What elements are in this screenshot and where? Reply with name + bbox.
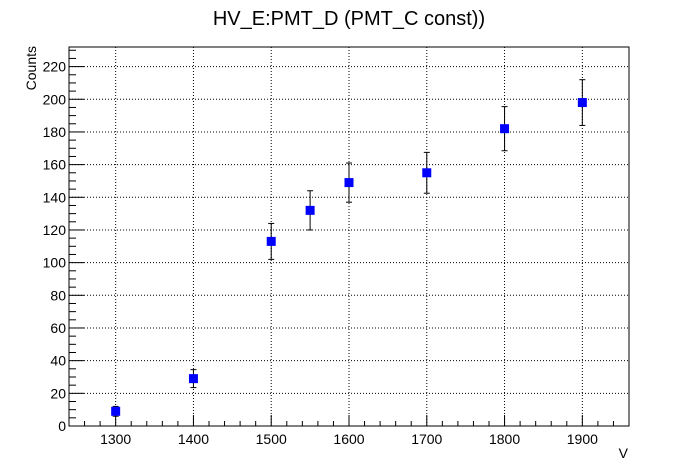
x-tick-label: 1600 [333, 431, 364, 447]
x-tick-label: 1300 [100, 431, 131, 447]
y-tick-label: 120 [43, 222, 67, 238]
y-tick-label: 0 [58, 418, 66, 434]
y-tick-label: 100 [43, 255, 67, 271]
data-point [266, 236, 276, 246]
x-tick-label: 1900 [567, 431, 598, 447]
data-point [422, 168, 432, 178]
data-point [188, 374, 198, 384]
y-tick-label: 40 [50, 353, 66, 369]
x-tick-label: 1800 [489, 431, 520, 447]
data-points [111, 79, 587, 417]
y-tick-label: 160 [43, 157, 67, 173]
x-tick-label: 1400 [178, 431, 209, 447]
data-point [344, 178, 354, 188]
x-axis: 1300 1400 1500 1600 1700 1800 1900 [84, 415, 630, 447]
y-axis: 0 20 40 60 80 100 120 140 160 180 200 220 [43, 49, 84, 434]
y-tick-label: 80 [50, 287, 66, 303]
y-tick-label: 20 [50, 385, 66, 401]
data-point [111, 406, 121, 416]
data-point [500, 124, 510, 134]
y-tick-label: 220 [43, 59, 67, 75]
data-point [577, 98, 587, 108]
y-tick-label: 60 [50, 320, 66, 336]
y-tick-label: 180 [43, 124, 67, 140]
x-tick-label: 1700 [411, 431, 442, 447]
chart-title: HV_E:PMT_D (PMT_C const)) [213, 8, 485, 30]
data-point [305, 205, 315, 215]
x-axis-label: V [619, 445, 629, 461]
y-tick-label: 140 [43, 189, 67, 205]
x-tick-label: 1500 [256, 431, 287, 447]
y-axis-label: Counts [23, 46, 39, 90]
y-tick-label: 200 [43, 91, 67, 107]
